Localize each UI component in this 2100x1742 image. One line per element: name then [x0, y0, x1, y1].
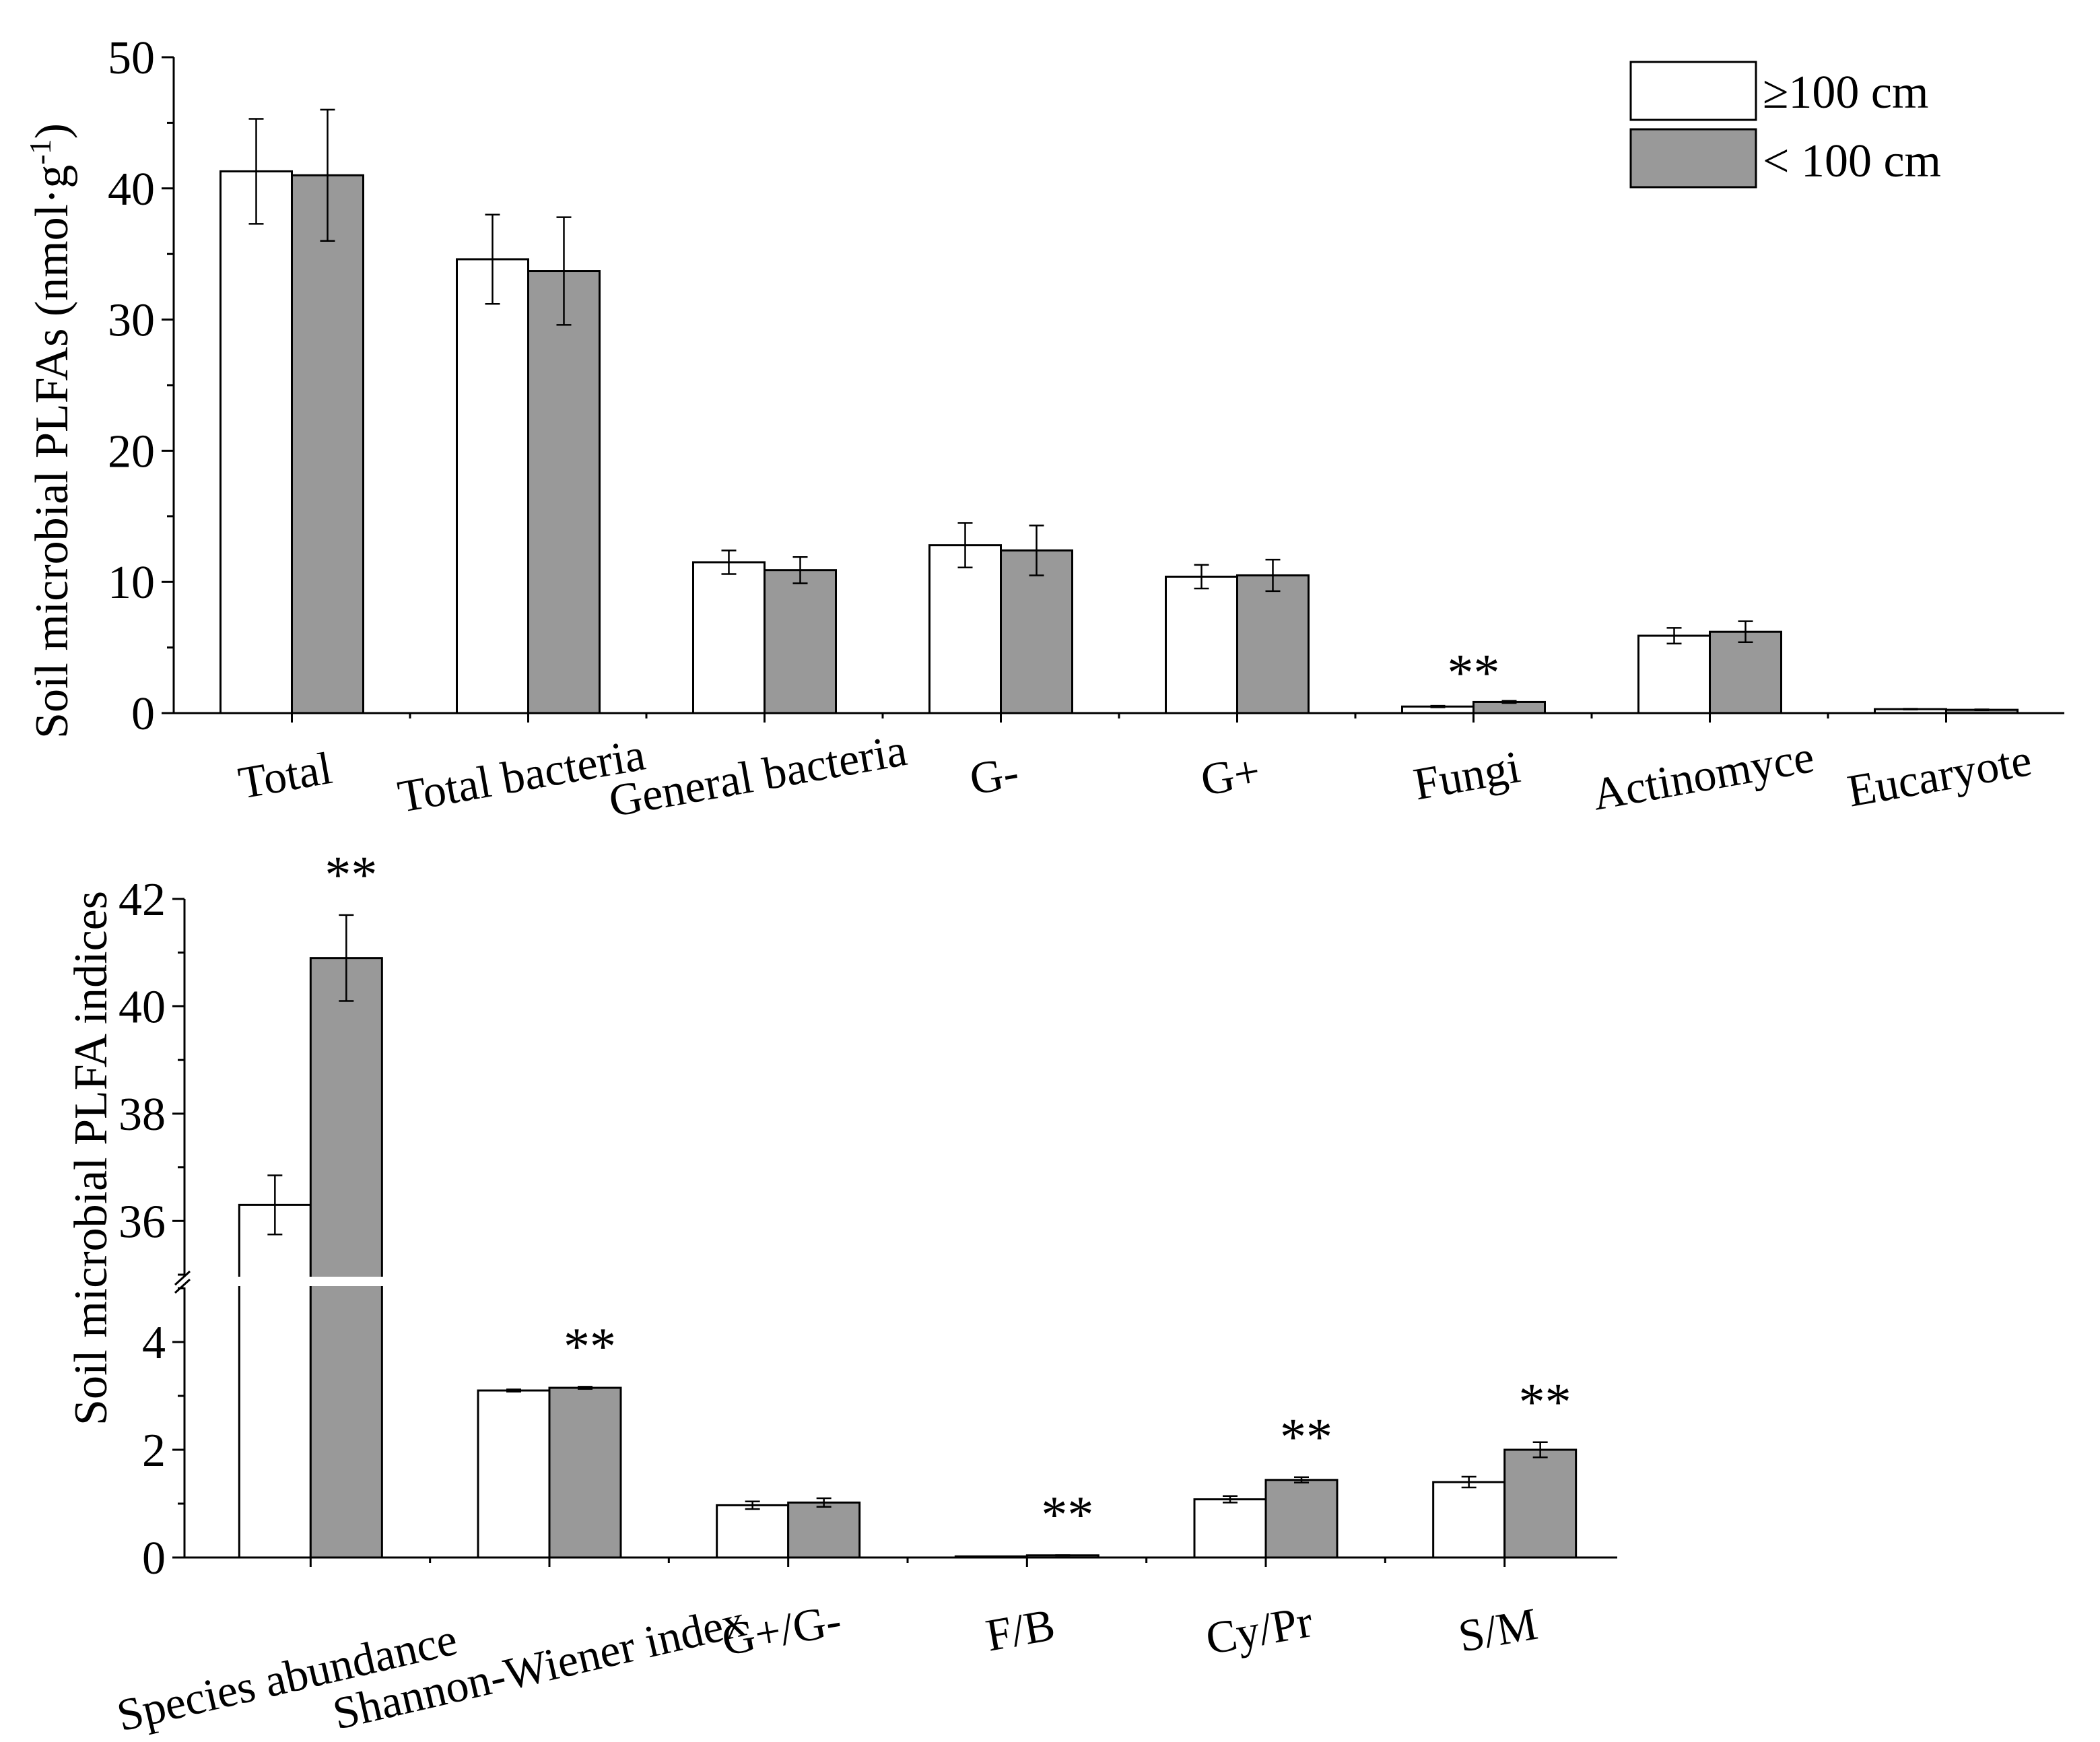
top-bar-lt100 — [1000, 549, 1073, 714]
legend-label-ge100: ≥100 cm — [1763, 67, 1928, 119]
bottom-significance-marker: ** — [564, 1316, 616, 1375]
legend-label-lt100: < 100 cm — [1763, 135, 1941, 187]
top-category-label: Actinomyce — [1588, 731, 1817, 820]
bottom-category-label: Cy/Pr — [1202, 1595, 1316, 1664]
top-significance-marker: ** — [1448, 643, 1500, 702]
bottom-bar-lt100 — [1264, 1479, 1339, 1559]
bottom-axis-break-mark — [174, 1270, 191, 1286]
bottom-y-tick-label: 0 — [142, 1533, 166, 1584]
bottom-y-tick-label: 4 — [142, 1317, 166, 1369]
bottom-y-tick-label: 36 — [118, 1196, 166, 1248]
top-bar-lt100 — [1236, 574, 1310, 714]
top-bar-ge100 — [1165, 575, 1238, 714]
top-y-tick-label: 10 — [108, 557, 155, 609]
top-category-label: General bacteria — [605, 724, 911, 827]
top-category-label: Fungi — [1410, 741, 1524, 809]
top-category-label: Eucaryote — [1843, 734, 2035, 817]
bottom-category-label: S/M — [1454, 1598, 1541, 1662]
top-category-label: G- — [966, 746, 1023, 805]
bottom-significance-marker: ** — [1041, 1485, 1093, 1544]
bottom-chart-indices: Soil microbial PLFA indices 36384042024 … — [65, 845, 1617, 1741]
bottom-y-tick-label: 42 — [118, 874, 166, 926]
top-category-label: G+ — [1197, 745, 1264, 805]
top-bar-ge100 — [1637, 634, 1711, 714]
bottom-bar-lt100 — [548, 1386, 622, 1559]
bottom-bar-ge100 — [238, 1203, 312, 1559]
bottom-significance-marker: ** — [1280, 1407, 1332, 1466]
top-bar-lt100 — [527, 270, 601, 714]
bottom-bar-lt100 — [787, 1501, 861, 1559]
top-y-tick-label: 40 — [108, 164, 155, 215]
top-chart-plfas: Soil microbial PLFAs (nmol·g-1) 0 10 20 30 4… — [23, 32, 2064, 827]
bottom-significance-marker: ** — [325, 845, 377, 904]
bottom-bar-ge100 — [477, 1389, 551, 1559]
bottom-category-label: F/B — [982, 1599, 1058, 1661]
bottom-y-tick-label: 2 — [142, 1425, 166, 1477]
top-y-axis-label: Soil microbial PLFAs (nmol·g-1) — [23, 123, 79, 739]
bottom-bar-lt100 — [309, 957, 383, 1559]
bottom-y-tick-label: 40 — [118, 981, 166, 1033]
top-y-tick-label: 0 — [131, 688, 155, 740]
bottom-bar-ge100 — [716, 1504, 790, 1559]
bottom-axis-break-mark — [174, 1278, 191, 1294]
top-bar-ge100 — [456, 258, 529, 714]
top-bar-ge100 — [219, 170, 293, 714]
top-bar-lt100 — [1709, 630, 1782, 714]
top-y-tick-label: 20 — [108, 426, 155, 477]
top-bar-ge100 — [692, 561, 766, 714]
top-bar-ge100 — [928, 544, 1002, 714]
bottom-y-axis-label: Soil microbial PLFA indices — [65, 891, 117, 1426]
top-y-tick-label: 30 — [108, 295, 155, 347]
bottom-y-tick-label: 38 — [118, 1089, 166, 1141]
legend-swatch-ge100 — [1629, 61, 1757, 121]
bottom-bar-ge100 — [1432, 1481, 1506, 1559]
top-bar-lt100 — [764, 569, 837, 714]
top-bar-lt100 — [291, 174, 364, 714]
bottom-bar-lt100 — [1503, 1448, 1578, 1559]
bottom-bar-ge100 — [1193, 1498, 1267, 1559]
legend: ≥100 cm < 100 cm — [1629, 61, 1941, 189]
top-y-tick-label: 50 — [108, 32, 155, 84]
bottom-significance-marker: ** — [1519, 1372, 1571, 1431]
legend-swatch-lt100 — [1629, 128, 1757, 189]
bottom-bar-break-gap — [225, 1277, 400, 1286]
top-category-label: Total — [235, 742, 336, 809]
